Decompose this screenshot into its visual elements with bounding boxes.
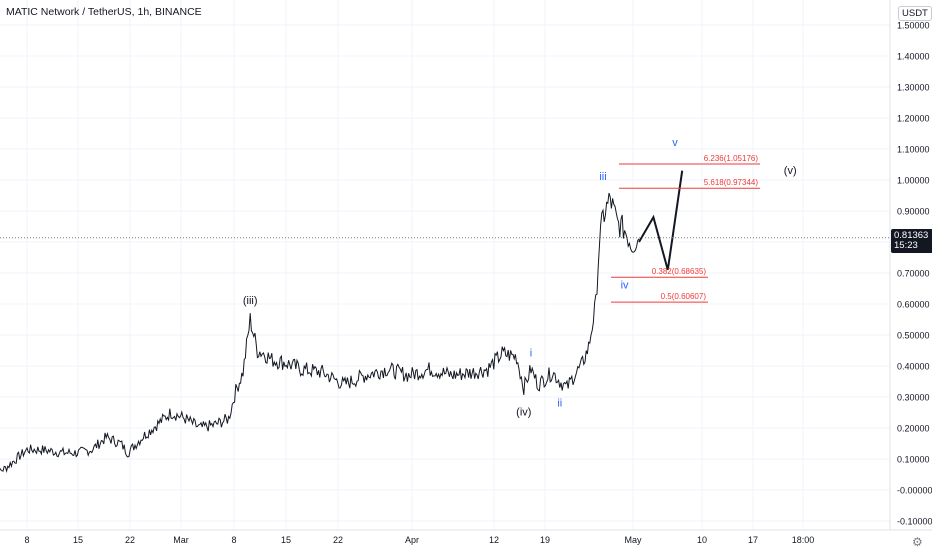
currency-unit-badge[interactable]: USDT xyxy=(898,6,932,21)
wave-label: (iv) xyxy=(516,407,531,419)
price-tick-label: 1.10000 xyxy=(897,145,930,155)
wave-label: (iii) xyxy=(243,295,258,307)
gear-icon[interactable]: ⚙ xyxy=(912,535,923,549)
price-tick-label: 1.20000 xyxy=(897,114,930,124)
price-tick-label: 1.00000 xyxy=(897,176,930,186)
projection-path xyxy=(638,170,684,271)
last-price-tag: 0.81363 15:23 xyxy=(891,229,932,253)
wave-label: ii xyxy=(557,397,562,409)
price-tick-label: 0.60000 xyxy=(897,300,930,310)
time-tick-label: 8 xyxy=(231,535,236,545)
time-tick-label: 15 xyxy=(73,535,83,545)
time-tick-label: Mar xyxy=(173,535,189,545)
chart-grid xyxy=(0,0,890,530)
time-tick-label: Apr xyxy=(405,535,419,545)
price-tick-label: 0.30000 xyxy=(897,393,930,403)
price-tick-label: 0.20000 xyxy=(897,424,930,434)
wave-label: iii xyxy=(599,171,606,183)
time-tick-label: 15 xyxy=(281,535,291,545)
fib-levels: 6.236(1.05176) 5.618(0.97344) 0.382(0.6863… xyxy=(611,154,760,303)
price-tick-label: 1.50000 xyxy=(897,21,930,31)
time-tick-label: 19 xyxy=(540,535,550,545)
time-tick-label: 22 xyxy=(333,535,343,545)
fib-level-label: 5.618(0.97344) xyxy=(704,178,759,187)
time-tick-label: May xyxy=(624,535,642,545)
price-series xyxy=(0,192,640,474)
time-tick-label: 10 xyxy=(697,535,707,545)
price-axis[interactable]: 1.50000 1.40000 1.30000 1.20000 1.10000 1.000… xyxy=(897,21,932,527)
price-tick-label: 0.10000 xyxy=(897,455,930,465)
time-axis[interactable]: 8 15 22 Mar 8 15 22 Apr 12 19 May 10 17 18:00 xyxy=(24,535,814,545)
price-tick-label: 0.50000 xyxy=(897,331,930,341)
time-tick-label: 17 xyxy=(748,535,758,545)
price-tick-label: -0.00000 xyxy=(897,486,932,496)
price-line xyxy=(0,192,640,474)
time-tick-label: 12 xyxy=(489,535,499,545)
wave-label: i xyxy=(530,348,532,360)
time-tick-label: 8 xyxy=(24,535,29,545)
price-tick-label: -0.10000 xyxy=(897,517,932,527)
price-tick-label: 1.30000 xyxy=(897,83,930,93)
price-tick-label: 0.70000 xyxy=(897,269,930,279)
chart-title: MATIC Network / TetherUS, 1h, BINANCE xyxy=(6,6,202,18)
wave-label: (v) xyxy=(784,165,797,177)
fib-level-label: 6.236(1.05176) xyxy=(704,154,759,163)
price-tick-label: 1.40000 xyxy=(897,52,930,62)
price-tick-label: 0.40000 xyxy=(897,362,930,372)
time-tick-label: 18:00 xyxy=(792,535,815,545)
projection-line xyxy=(638,170,684,271)
fib-level-label: 0.382(0.68635) xyxy=(652,267,707,276)
wave-label: v xyxy=(672,137,678,149)
time-tick-label: 22 xyxy=(125,535,135,545)
last-price: 0.81363 xyxy=(894,230,929,241)
price-tick-label: 0.90000 xyxy=(897,207,930,217)
fib-level-label: 0.5(0.60607) xyxy=(661,292,707,301)
bar-countdown: 15:23 xyxy=(894,240,918,251)
wave-label: iv xyxy=(621,280,629,292)
